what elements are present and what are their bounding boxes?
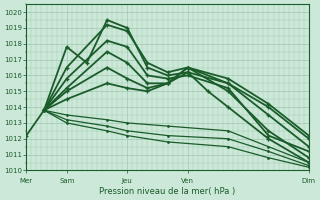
X-axis label: Pression niveau de la mer( hPa ): Pression niveau de la mer( hPa ) bbox=[100, 187, 236, 196]
